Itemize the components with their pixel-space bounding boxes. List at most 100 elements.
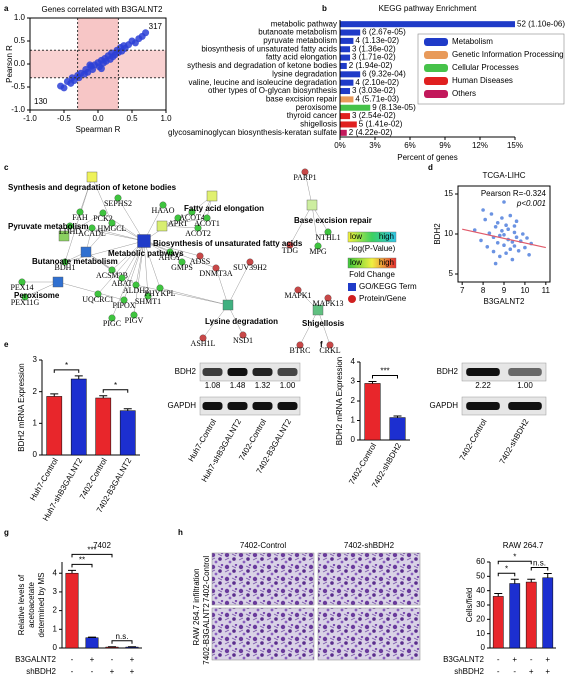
- blot-band: [202, 402, 223, 410]
- row-label: shBDH2: [454, 667, 484, 676]
- chart-title: Genes correlated with B3GALNT2: [42, 5, 163, 14]
- row-sign: -: [71, 667, 74, 676]
- network-edge: [289, 204, 313, 246]
- significance-label: **: [79, 556, 85, 565]
- ratio-label: 1.32: [255, 381, 271, 390]
- gene-node: [324, 294, 332, 302]
- bar-label: 3 (3.03e-02): [352, 86, 396, 95]
- gene-label: PIGV: [125, 316, 144, 325]
- bar: [340, 71, 361, 78]
- bar-label: 6 (2.67e-05): [362, 28, 406, 37]
- gene-node: [239, 331, 247, 339]
- legend-label: Others: [452, 89, 476, 98]
- x-tick-label: -1.0: [23, 114, 37, 123]
- blot-band: [508, 402, 542, 410]
- bar-label: 6 (9.32e-04): [362, 69, 406, 78]
- column-label: 7402-Control: [240, 541, 286, 550]
- term-label: Metabolic pathways: [108, 249, 184, 258]
- significance-bracket: [497, 572, 516, 577]
- network-edge: [69, 225, 145, 242]
- bar: [46, 396, 63, 456]
- blot-band: [252, 402, 273, 410]
- gene-label: HAAO: [151, 206, 174, 215]
- point: [493, 225, 498, 229]
- x-tick-label: 0.0: [92, 114, 104, 123]
- legend-swatch: [424, 90, 448, 98]
- gene-node: [174, 214, 182, 222]
- gene-label: SUV39H2: [233, 263, 267, 272]
- point: [502, 243, 506, 247]
- gene-label: FAH: [72, 213, 88, 222]
- gene-node: [61, 258, 69, 266]
- gene-node: [18, 278, 26, 286]
- gene-node: [246, 258, 254, 266]
- gene-node: [144, 292, 152, 300]
- network-edge: [161, 225, 199, 229]
- term-label: Butanoate metabolism: [32, 257, 118, 266]
- network-edge: [91, 176, 113, 224]
- y-tick-label: 3: [33, 355, 38, 364]
- chart-title: 7402: [93, 541, 111, 550]
- gene-label: NTHL1: [315, 233, 340, 242]
- point: [498, 254, 502, 259]
- gene-node: [324, 228, 332, 236]
- point: [512, 230, 517, 235]
- x-tick-label: -0.5: [57, 114, 71, 123]
- error-bar: [494, 593, 503, 597]
- point: [504, 251, 508, 255]
- network-edge: [111, 240, 145, 319]
- row-sign: +: [130, 655, 135, 664]
- bar: [340, 46, 351, 53]
- error-bar: [123, 408, 132, 411]
- x-axis-label: Percent of genes: [397, 153, 457, 162]
- network-edge: [135, 284, 229, 306]
- category-label: sythesis and degradation of ketone bodie…: [187, 61, 337, 70]
- category-label: pyruvate metabolism: [263, 36, 337, 45]
- ratio-label: 1.00: [517, 381, 533, 390]
- legend-label: Human Diseases: [452, 76, 513, 85]
- term-node: [137, 234, 151, 248]
- blot-band: [277, 368, 298, 376]
- bar-label: 4 (1.13e-02): [355, 36, 399, 45]
- gene-node: [132, 281, 140, 289]
- panel-label: b: [322, 4, 327, 13]
- network-edge: [24, 281, 59, 298]
- network-edge: [215, 267, 229, 306]
- category-label: valine, leucine and isoleucine degradati…: [188, 78, 337, 87]
- network-edge: [143, 240, 201, 257]
- point: [512, 244, 517, 248]
- gene-label: PEX14: [10, 283, 33, 292]
- row-sign: -: [497, 667, 500, 676]
- x-tick-label: 8: [481, 286, 486, 295]
- quadrant-count: 317: [149, 22, 163, 31]
- micrograph: [211, 552, 315, 606]
- error-bar: [527, 578, 536, 583]
- bar: [340, 54, 351, 61]
- ratio-label: 1.00: [280, 381, 296, 390]
- network-edge: [143, 240, 217, 269]
- network-edge: [64, 176, 93, 263]
- point: [508, 213, 513, 218]
- x-tick-label: 15%: [507, 141, 523, 150]
- row-label: 7402-Control: [202, 556, 211, 602]
- bar: [492, 596, 504, 649]
- network-edge: [197, 195, 213, 229]
- ratio-label: 1.08: [205, 381, 221, 390]
- x-tick-label: 0.5: [126, 114, 138, 123]
- point: [510, 240, 515, 244]
- row-sign: +: [529, 667, 534, 676]
- point: [493, 261, 498, 266]
- gene-node: [108, 314, 116, 322]
- network-edge: [63, 212, 104, 237]
- term-node: [312, 304, 324, 316]
- row-sign: -: [111, 655, 114, 664]
- point: [142, 29, 150, 37]
- ratio-label: 1.48: [230, 381, 246, 390]
- bar: [95, 397, 112, 456]
- significance-bracket: [111, 640, 133, 644]
- gene-label: BTRC: [290, 346, 311, 355]
- gene-label: ACADL: [78, 229, 106, 238]
- band-label: BDH2: [437, 367, 459, 376]
- gene-node: [99, 209, 107, 217]
- chart-title: KEGG pathway Enrichment: [379, 4, 478, 13]
